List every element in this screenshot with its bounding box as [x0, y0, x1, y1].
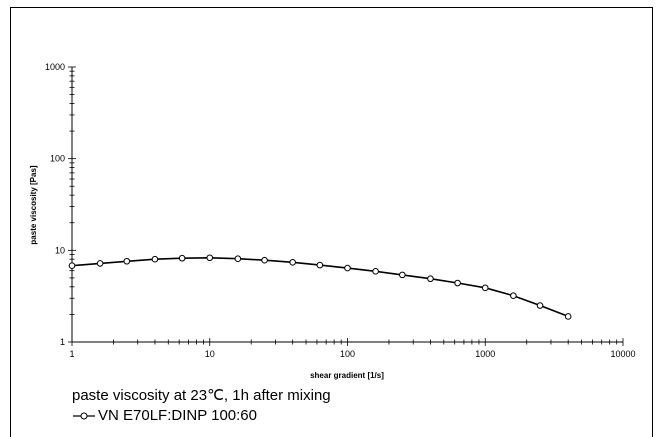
- legend: VN E70LF:DINP 100:60: [72, 407, 257, 424]
- data-point: [151, 255, 159, 263]
- x-tick-label: 1000: [475, 349, 495, 359]
- x-tick-label: 10: [205, 349, 215, 359]
- y-axis-title: paste viscosity [Pas]: [29, 165, 38, 244]
- y-tick-label: 1: [60, 337, 65, 347]
- data-point: [481, 284, 489, 292]
- data-point: [178, 254, 186, 262]
- x-tick-label: 100: [340, 349, 355, 359]
- data-point: [564, 313, 572, 320]
- legend-marker-icon: [73, 412, 95, 419]
- y-tick-label: 1000: [45, 62, 65, 72]
- x-tick-label: 1: [69, 349, 74, 359]
- data-point: [510, 292, 517, 299]
- data-point: [261, 256, 268, 264]
- chart-frame: [10, 7, 653, 437]
- data-point: [96, 260, 104, 267]
- legend-label: VN E70LF:DINP 100:60: [98, 407, 257, 424]
- x-tick-label: 10000: [610, 349, 635, 359]
- tick-labels: 1 10 100 1000 10000 1 10 100 1000: [45, 62, 636, 359]
- data-point: [454, 279, 461, 287]
- data-point: [427, 275, 434, 283]
- x-axis-title: shear gradient [1/s]: [310, 371, 384, 380]
- data-point: [372, 268, 379, 275]
- data-point: [399, 271, 406, 279]
- data-point: [289, 259, 296, 266]
- axes: [71, 67, 623, 343]
- data-point: [344, 264, 351, 272]
- data-point: [123, 257, 131, 265]
- data-point: [68, 262, 76, 269]
- data-point: [536, 302, 544, 309]
- data-point: [206, 254, 214, 262]
- y-tick-label: 10: [55, 245, 65, 255]
- data-point: [234, 255, 242, 263]
- series-group: [68, 254, 572, 320]
- chart-caption: paste viscosity at 23℃, 1h after mixing: [72, 387, 331, 404]
- data-point: [316, 261, 324, 269]
- y-tick-label: 100: [50, 154, 65, 164]
